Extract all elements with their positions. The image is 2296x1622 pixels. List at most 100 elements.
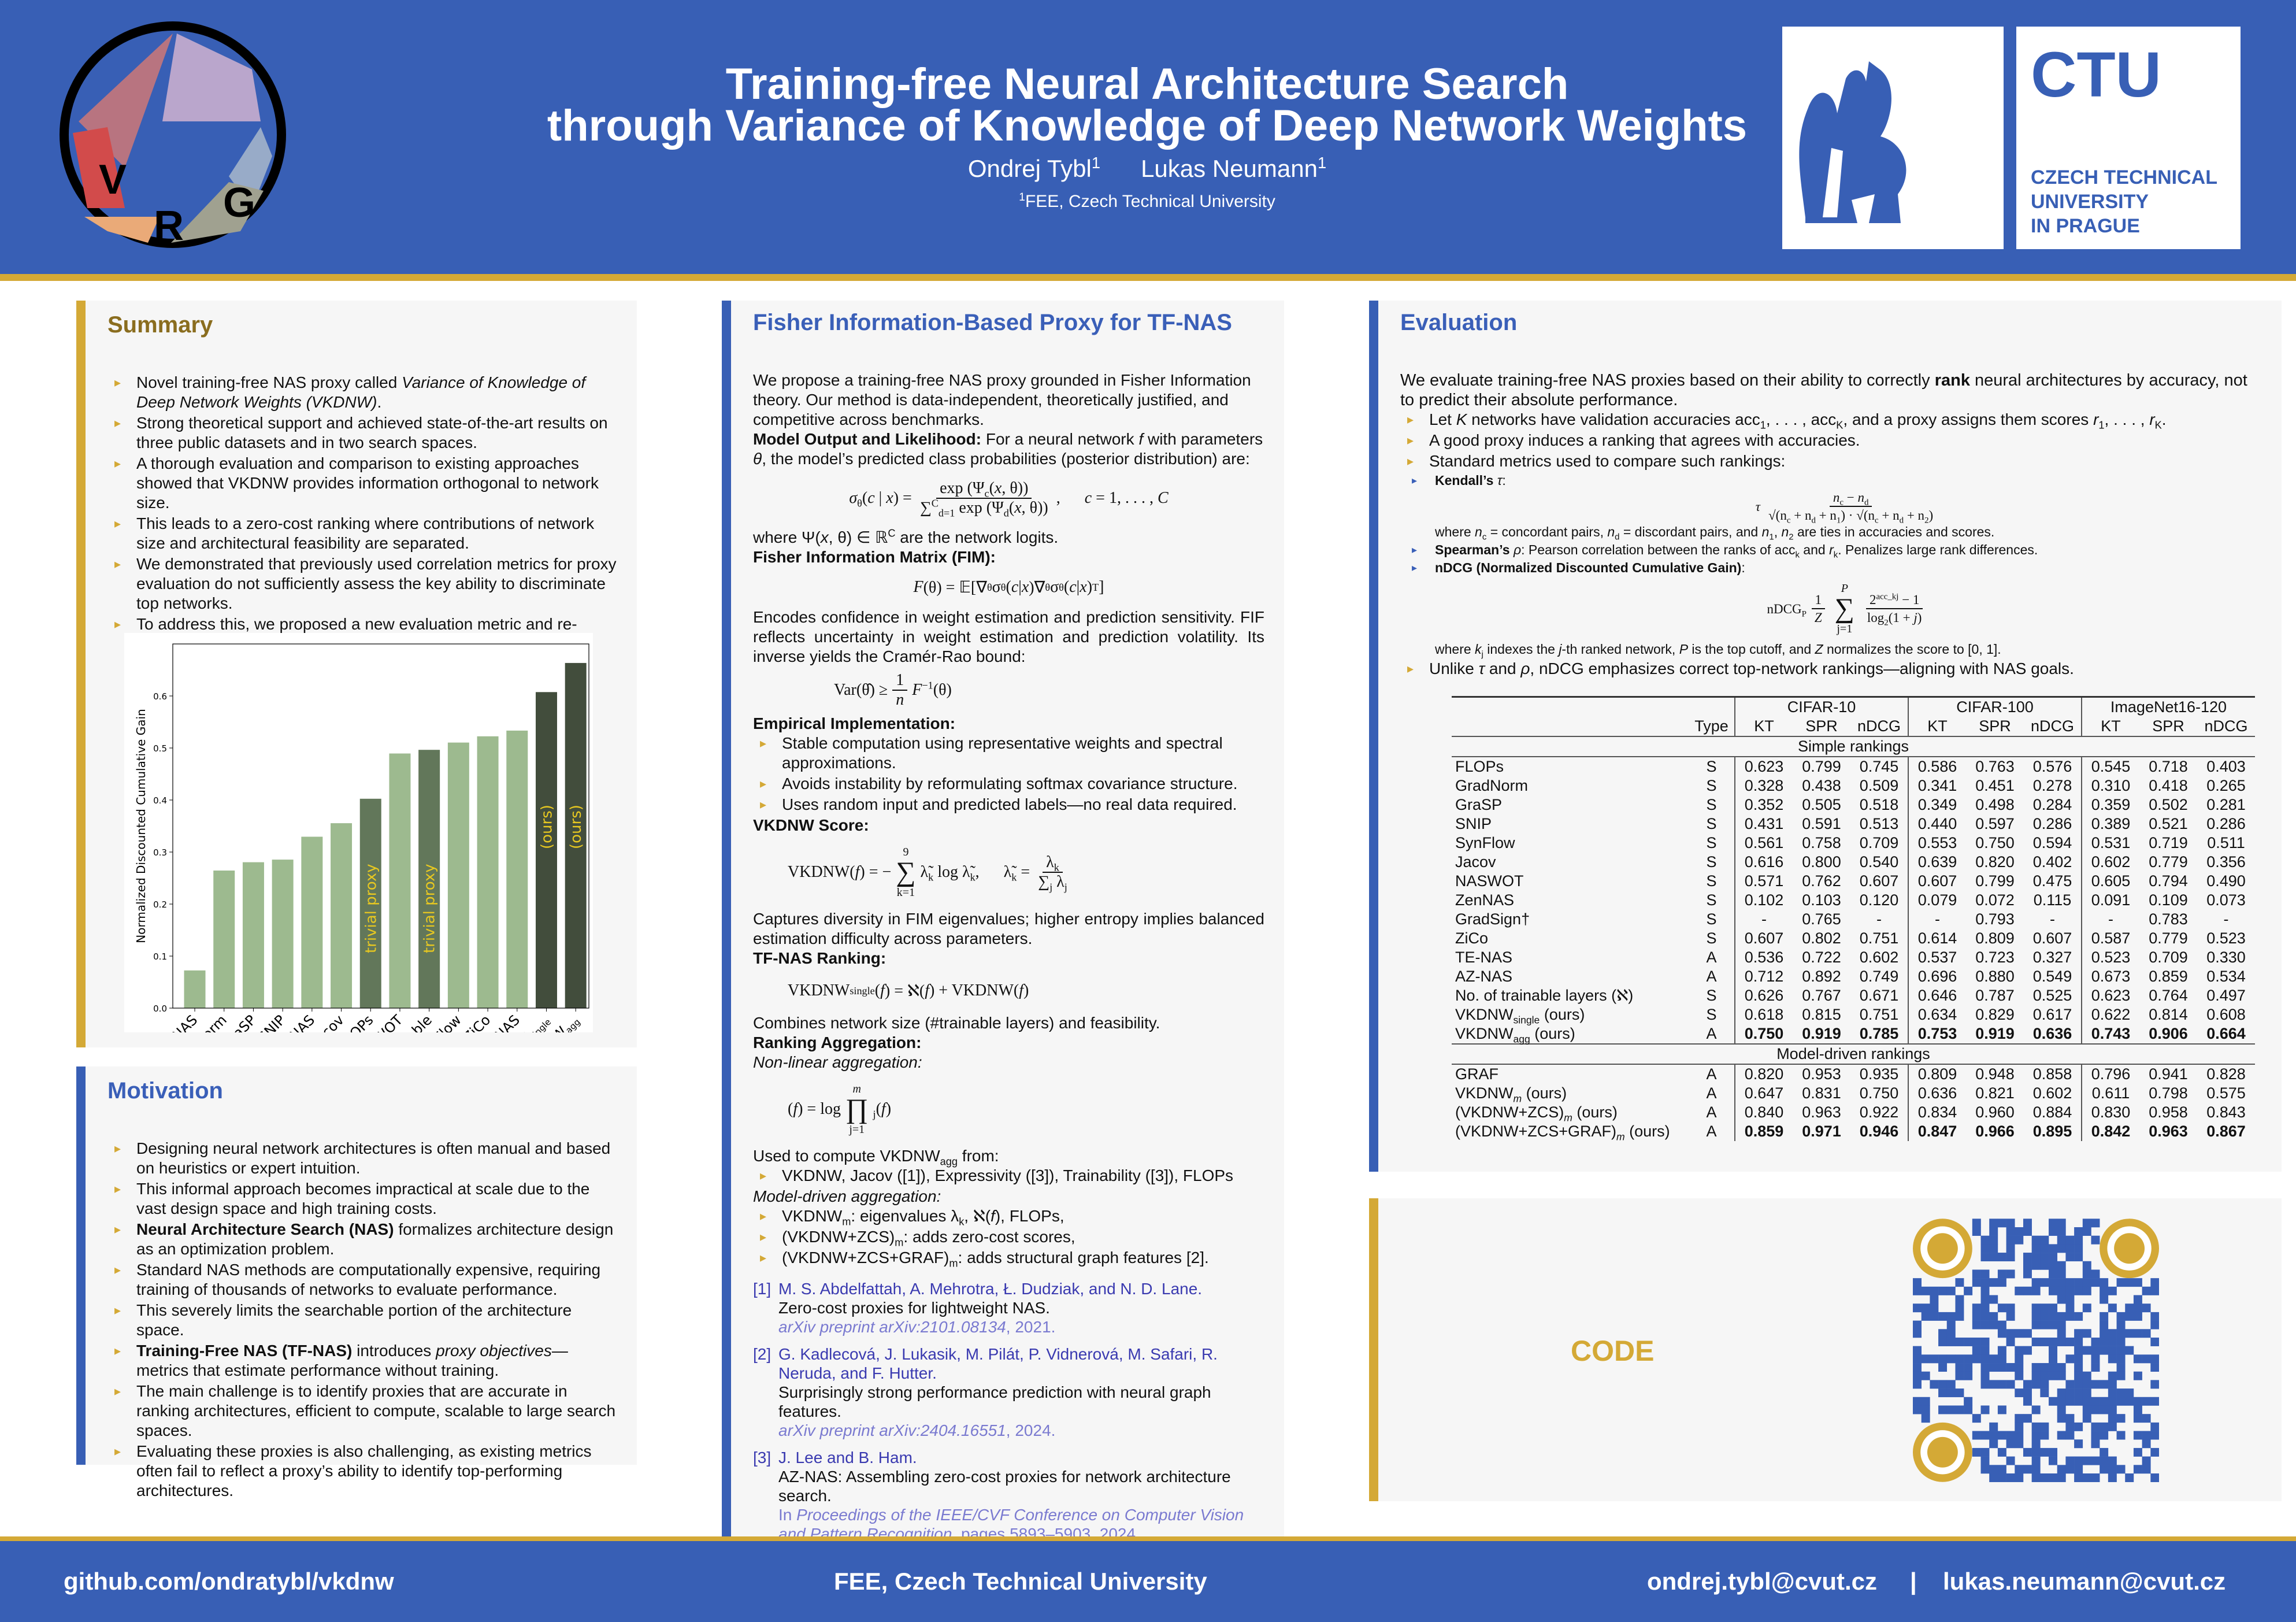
footer-divider — [0, 1536, 2296, 1541]
y-tick-label: 0.3 — [153, 847, 167, 858]
metric-value: 0.820 — [1734, 1064, 1793, 1084]
metric-value: 0.403 — [2206, 758, 2246, 775]
metric-value: 0.525 — [2032, 987, 2072, 1004]
method-type: S — [1706, 987, 1717, 1004]
metric-value: 0.608 — [2206, 1006, 2246, 1023]
text-segment: ] — [1099, 578, 1104, 596]
text-segment: λ̃ — [920, 863, 929, 881]
text-segment: P — [1679, 642, 1689, 657]
metric-value: 0.103 — [1802, 891, 1841, 909]
text-segment: K — [1836, 419, 1844, 431]
text-segment: ) = log — [798, 1100, 841, 1118]
metric-header: nDCG — [1850, 717, 1908, 737]
metric-value: 0.286 — [2206, 815, 2246, 832]
text-segment: are ties in accuracies and scores. — [1793, 524, 1995, 539]
method-name: GradSign† — [1455, 910, 1530, 928]
motivation-panel: Motivation Designing neural network arch… — [76, 1066, 637, 1499]
poster-title-line2: through Variance of Knowledge of Deep Ne… — [547, 101, 1748, 150]
dataset-header: CIFAR-10 — [1734, 696, 1908, 717]
ranking-text: Combines network size (#trainable layers… — [753, 1014, 1160, 1032]
metric-value: 0.906 — [2139, 1024, 2197, 1045]
text-segment: exp (Ψ — [955, 499, 1004, 517]
text-segment: Z — [1815, 642, 1823, 657]
table-row: VKDNWsingle (ours) S 0.618 0.815 0.751 0.634 0… — [1452, 1005, 2255, 1025]
text-segment: 2 — [1884, 618, 1889, 628]
email-ondrej[interactable]: ondrej.tybl@cvut.cz — [1647, 1568, 1878, 1595]
metric-value: 0.281 — [2206, 796, 2246, 813]
ctu-lion-logo — [1782, 27, 2004, 249]
text-segment: C — [888, 527, 896, 539]
separator: | — [1910, 1568, 1917, 1595]
metric-value: 0.591 — [1802, 815, 1841, 832]
text-segment: d — [1615, 532, 1620, 542]
metric-value: 0.859 — [2149, 968, 2188, 985]
reference-venue: arXiv preprint arXiv:2404.16551, 2024. — [778, 1421, 1056, 1439]
text-segment: n — [1833, 490, 1840, 505]
text-segment: (θ) = 𝔼[∇ — [923, 579, 987, 597]
text-segment: ( — [989, 479, 995, 497]
method-name: VKDNWm (ours) — [1455, 1084, 1567, 1105]
metric-value: 0.946 — [1859, 1123, 1899, 1140]
email-lukas[interactable]: lukas.neumann@cvut.cz — [1943, 1568, 2226, 1595]
metric-value: 0.935 — [1859, 1065, 1899, 1083]
metric-value: 0.647 — [1734, 1084, 1793, 1103]
text-segment: c — [1069, 578, 1077, 596]
text-segment: σ — [1050, 578, 1059, 596]
text-segment: f — [880, 982, 885, 999]
metric-value: 0.310 — [2081, 776, 2139, 795]
text-segment: k — [928, 871, 934, 883]
text-segment: ρ — [1520, 660, 1530, 677]
vrg-logo: V R G — [60, 21, 286, 249]
text-segment: introduces — [352, 1342, 436, 1360]
reference-title: AZ-NAS: Assembling zero-cost proxies for… — [778, 1468, 1231, 1505]
metric-header: KT — [2081, 717, 2139, 737]
softmax-equation: σθ(c | x) = exp (Ψc(x, θ)) ∑Cd=1 exp (Ψd(… — [753, 479, 1264, 519]
text-segment: This severely limits the searchable port… — [136, 1301, 572, 1339]
y-axis-label: Normalized Discounted Cumulative Gain — [134, 709, 148, 943]
text-segment: -th ranked network, — [1561, 642, 1679, 657]
section-label: Simple rankings — [1452, 736, 2255, 757]
vkdnw-single-equation: VKDNW single(f) = ℵ(f) + VKDNW(f) — [788, 982, 1029, 1000]
text-segment: k — [970, 871, 975, 883]
text-segment: , . . . , — [2104, 410, 2150, 428]
y-tick-label: 0.5 — [153, 743, 167, 754]
text-segment: c — [867, 489, 875, 507]
text-segment: f — [1138, 430, 1144, 448]
metric-value: 0.349 — [1908, 795, 1966, 814]
text-segment: ( — [1063, 578, 1070, 596]
section-label: Model-driven rankings — [1452, 1044, 2255, 1065]
code-label: CODE — [1571, 1335, 1655, 1367]
metric-value: 0.919 — [1966, 1024, 2024, 1045]
metric-value: 0.751 — [1859, 1006, 1899, 1023]
metric-value: 0.091 — [2081, 891, 2139, 910]
metric-value: 0.709 — [1859, 834, 1899, 851]
method-type: A — [1706, 1103, 1717, 1121]
text-segment: k — [1795, 550, 1800, 560]
motivation-heading: Motivation — [107, 1078, 223, 1103]
aggregation-heading: Ranking Aggregation: — [753, 1034, 922, 1051]
text-segment: Kendall’s — [1435, 473, 1497, 488]
text-segment: . — [377, 393, 382, 411]
text-segment: + n — [1904, 508, 1925, 523]
text-segment: is the top cutoff, and — [1688, 642, 1815, 657]
list-item: (VKDNW+ZCS+GRAF)m: adds structural graph… — [753, 1248, 1264, 1269]
text-segment: A good proxy induces a ranking that agre… — [1429, 431, 1860, 449]
text-segment: ) — [1928, 508, 1934, 523]
text-segment: Stable computation using representative … — [782, 734, 1223, 772]
text-segment: F — [913, 578, 923, 596]
metric-value: 0.513 — [1859, 815, 1899, 832]
metric-value: 0.753 — [1908, 1024, 1966, 1045]
qr-code-icon[interactable] — [1913, 1219, 2159, 1482]
method-type: S — [1706, 891, 1717, 909]
table-row: NASWOT S 0.571 0.762 0.607 0.607 0.799 0.475 0.6… — [1452, 872, 2255, 891]
table-row: FLOPs S 0.623 0.799 0.745 0.586 0.763 0.576 0.54… — [1452, 757, 2255, 776]
metric-value: 0.743 — [2081, 1024, 2139, 1045]
text-segment: (VKDNW+ZCS) — [782, 1228, 895, 1246]
metric-value: 0.963 — [2149, 1123, 2188, 1140]
github-link[interactable]: github.com/ondratybl/vkdnw — [64, 1568, 394, 1595]
text-segment: m — [895, 1236, 904, 1249]
method-type: A — [1706, 949, 1717, 966]
metric-value: 0.671 — [1859, 987, 1899, 1004]
list-item: A good proxy induces a ranking that agre… — [1400, 431, 2262, 450]
text-segment: f — [855, 863, 860, 881]
